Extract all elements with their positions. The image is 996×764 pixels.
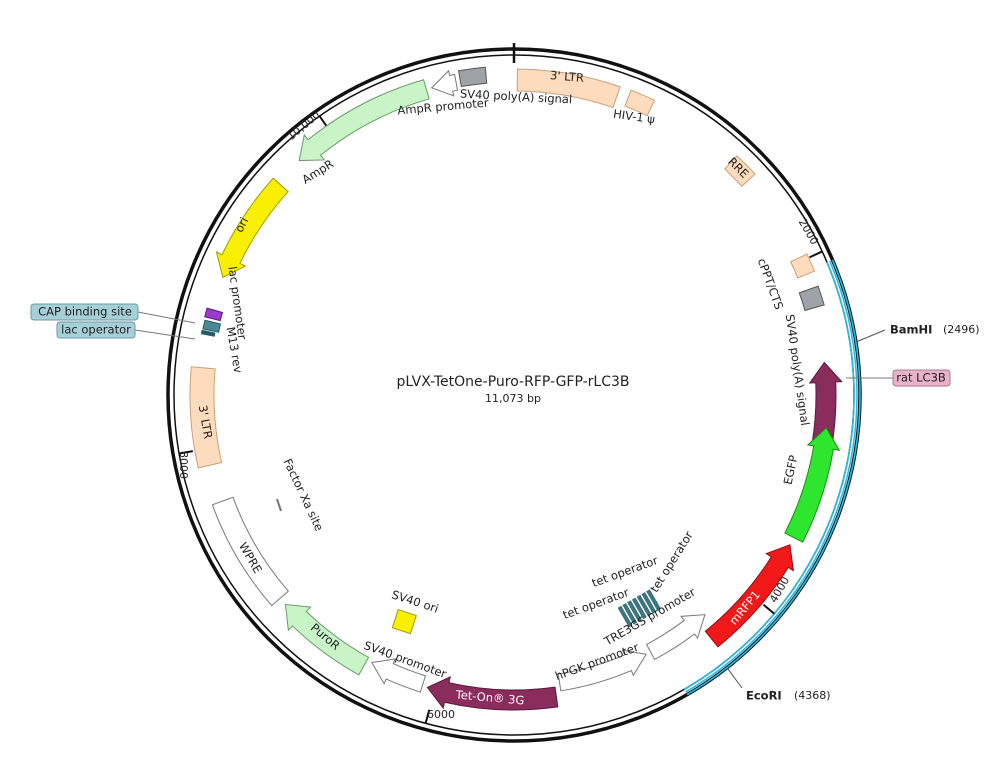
- feature-arrow: [784, 427, 841, 543]
- feature-label: 3' LTR: [196, 404, 216, 440]
- callout-box: [30, 303, 139, 321]
- feature-arrow: [284, 603, 370, 676]
- feature-arrow: [704, 544, 795, 648]
- feature-label: 3' LTR: [550, 68, 585, 85]
- feature-box: [391, 609, 417, 635]
- feature-box: [204, 307, 224, 322]
- feature-box: [789, 253, 816, 279]
- feature-label: tet operator: [561, 585, 631, 622]
- feature-arrow: [298, 79, 430, 162]
- feature-box: [631, 597, 647, 620]
- callout-line: [137, 311, 196, 324]
- feature-label: SV40 poly(A) signal: [460, 87, 573, 107]
- feature-box: [202, 319, 222, 333]
- feature-box: [200, 329, 216, 337]
- feature-box: [516, 68, 621, 109]
- feature-arrow: [808, 361, 843, 446]
- feature-box: [624, 89, 656, 117]
- feature-box: [622, 603, 638, 625]
- tick-label: 8000: [177, 451, 190, 479]
- site-leader: [727, 668, 743, 689]
- feature-layer: [166, 43, 886, 743]
- feature-label: ori: [232, 215, 251, 235]
- scale-tick: [809, 250, 823, 259]
- feature-label: HIV-1 ψ: [612, 107, 655, 127]
- feature-box: [189, 366, 223, 469]
- callout-label: lac operator: [61, 323, 131, 337]
- site-leader: [856, 329, 886, 343]
- feature-box: [646, 589, 661, 611]
- feature-label: Factor Xa site: [281, 456, 327, 533]
- site-name: BamHI: [890, 323, 932, 337]
- feature-label: AmpR: [299, 157, 336, 187]
- feature-arrow: [430, 69, 459, 97]
- feature-arrow: [215, 177, 289, 279]
- feature-box: [636, 594, 652, 617]
- scale-tick: [178, 450, 194, 455]
- feature-label: Tet-On® 3G: [454, 687, 525, 707]
- feature-box: [641, 592, 657, 614]
- map-length: 11,073 bp: [485, 392, 541, 405]
- feature-label: cPPT/CTS: [755, 256, 786, 311]
- feature-arrow: [645, 614, 706, 661]
- callout-label: CAP binding site: [38, 305, 132, 319]
- map-title: pLVX-TetOne-Puro-RFP-GFP-rLC3B: [396, 374, 629, 390]
- tick-label: 6000: [427, 708, 455, 721]
- callout-line: [134, 329, 196, 340]
- insert-arc: [683, 261, 855, 691]
- feature-label: SV40 poly(A) signal: [783, 313, 812, 426]
- scale-tick: [762, 603, 775, 615]
- feature-box: [798, 285, 825, 312]
- feature-box: [724, 155, 756, 187]
- callout-label: rat LC3B: [896, 371, 946, 385]
- insert-arc: [686, 259, 861, 696]
- feature-box: [211, 496, 290, 607]
- feature-box: [457, 66, 488, 88]
- feature-label: EGFP: [781, 454, 801, 486]
- site-position: (4368): [794, 689, 831, 702]
- callout-box: [56, 321, 136, 339]
- scale-tick: [424, 709, 431, 724]
- callout-box: [892, 369, 951, 387]
- feature-site: [276, 498, 282, 512]
- site-name: EcoRI: [746, 689, 782, 703]
- feature-arrow: [370, 658, 427, 693]
- feature-box: [627, 600, 642, 622]
- insert-arc: [685, 260, 858, 693]
- site-position: (2496): [943, 323, 980, 336]
- feature-arrow: [426, 676, 559, 711]
- feature-arrow: [557, 649, 647, 692]
- feature-box: [617, 605, 633, 628]
